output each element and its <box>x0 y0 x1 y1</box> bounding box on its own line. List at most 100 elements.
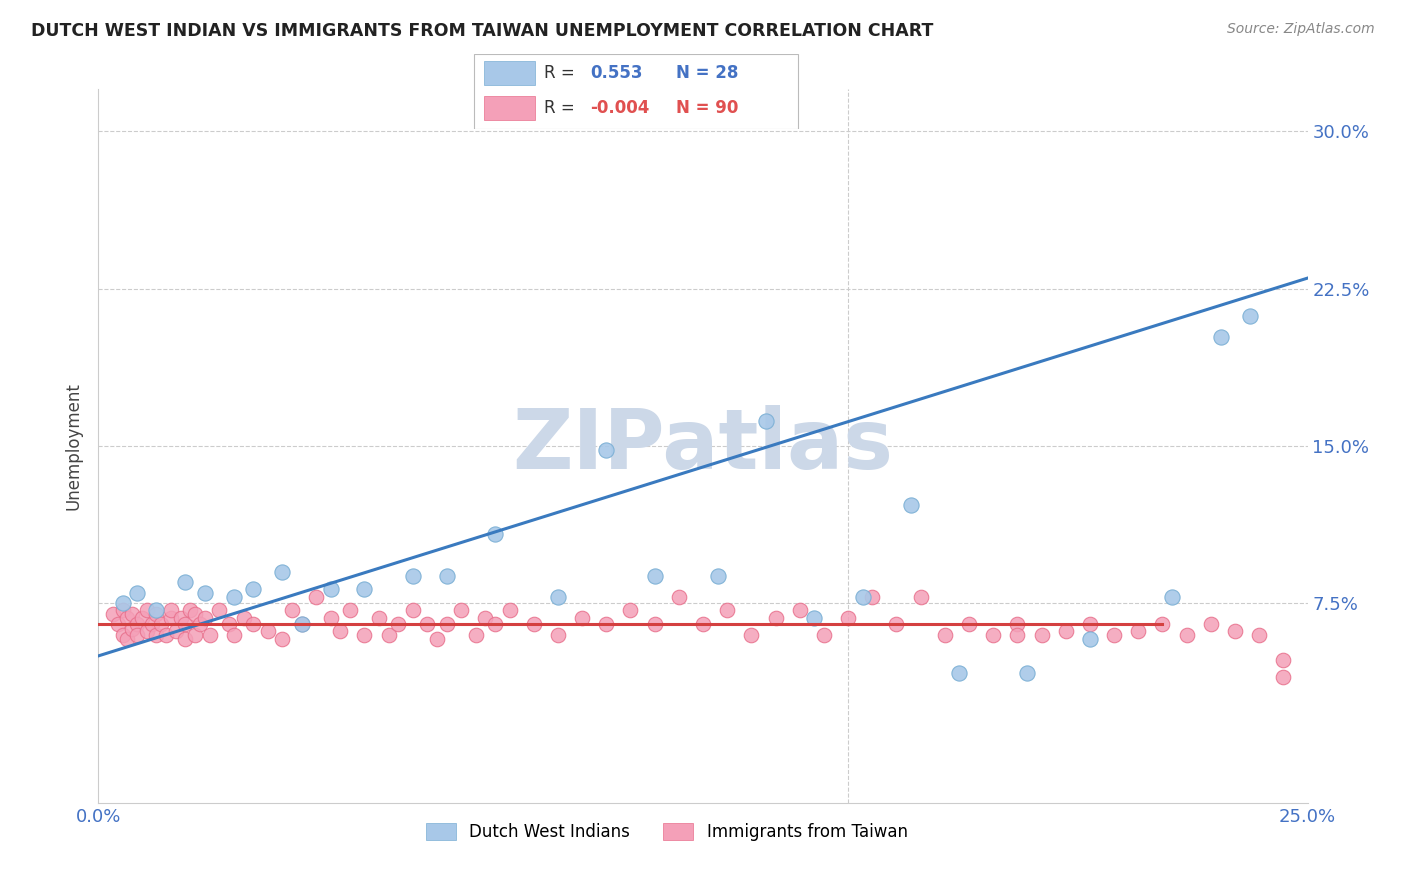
Point <box>222 628 245 642</box>
Point <box>353 628 375 642</box>
Point <box>290 617 312 632</box>
Point <box>948 665 970 680</box>
Point <box>135 624 157 638</box>
Point <box>813 628 835 642</box>
Point <box>319 611 342 625</box>
Point <box>135 603 157 617</box>
Point <box>145 628 167 642</box>
Legend: Dutch West Indians, Immigrants from Taiwan: Dutch West Indians, Immigrants from Taiw… <box>419 816 914 848</box>
Point <box>755 414 778 428</box>
Point <box>886 617 908 632</box>
Point <box>765 611 787 625</box>
Text: DUTCH WEST INDIAN VS IMMIGRANTS FROM TAIWAN UNEMPLOYMENT CORRELATION CHART: DUTCH WEST INDIAN VS IMMIGRANTS FROM TAI… <box>31 22 934 40</box>
Point <box>165 624 187 638</box>
Point <box>498 603 520 617</box>
Point <box>121 622 143 636</box>
Point <box>595 617 617 632</box>
Point <box>474 611 496 625</box>
Point <box>1054 624 1077 638</box>
Point <box>377 628 399 642</box>
Point <box>803 611 825 625</box>
Point <box>1199 617 1222 632</box>
Point <box>1272 653 1295 667</box>
Point <box>111 596 134 610</box>
Point <box>981 628 1004 642</box>
Point <box>484 617 506 632</box>
Point <box>145 607 167 621</box>
Point <box>101 607 124 621</box>
Point <box>387 617 409 632</box>
Point <box>232 611 254 625</box>
Point <box>1102 628 1125 642</box>
Point <box>117 632 139 646</box>
Point <box>184 628 207 642</box>
Point <box>402 603 425 617</box>
Point <box>1031 628 1053 642</box>
Point <box>368 611 391 625</box>
Point <box>789 603 811 617</box>
Point <box>426 632 449 646</box>
Point <box>242 582 264 596</box>
Point <box>716 603 738 617</box>
Point <box>1152 617 1174 632</box>
Point <box>174 575 197 590</box>
Point <box>107 617 129 632</box>
Point <box>271 565 294 579</box>
Point <box>1128 624 1150 638</box>
Point <box>957 617 980 632</box>
Point <box>484 527 506 541</box>
Bar <box>484 96 536 120</box>
Point <box>127 628 149 642</box>
Point <box>117 611 139 625</box>
Point <box>155 628 177 642</box>
Text: 0.553: 0.553 <box>591 64 643 82</box>
Point <box>184 607 207 621</box>
Bar <box>484 62 536 86</box>
Point <box>127 586 149 600</box>
Point <box>692 617 714 632</box>
Point <box>208 603 231 617</box>
Point <box>242 617 264 632</box>
Point <box>188 617 211 632</box>
Point <box>1007 617 1029 632</box>
Point <box>852 590 875 604</box>
Point <box>464 628 486 642</box>
Text: R =: R = <box>544 99 575 117</box>
Point <box>547 628 569 642</box>
Point <box>450 603 472 617</box>
Point <box>1078 632 1101 646</box>
Point <box>329 624 352 638</box>
Point <box>160 611 183 625</box>
Point <box>305 590 328 604</box>
Point <box>319 582 342 596</box>
Point <box>127 617 149 632</box>
Point <box>218 617 240 632</box>
Point <box>271 632 294 646</box>
Point <box>571 611 593 625</box>
Point <box>436 617 458 632</box>
Point <box>1161 590 1184 604</box>
Text: -0.004: -0.004 <box>591 99 650 117</box>
Point <box>353 582 375 596</box>
Point <box>1223 624 1246 638</box>
Text: R =: R = <box>544 64 575 82</box>
Point <box>131 611 153 625</box>
Point <box>1007 628 1029 642</box>
Point <box>281 603 304 617</box>
Point <box>900 498 922 512</box>
Point <box>644 617 666 632</box>
Point <box>740 628 762 642</box>
Point <box>595 443 617 458</box>
Point <box>174 632 197 646</box>
Point <box>179 603 201 617</box>
Point <box>1272 670 1295 684</box>
Point <box>1015 665 1038 680</box>
Text: Source: ZipAtlas.com: Source: ZipAtlas.com <box>1227 22 1375 37</box>
FancyBboxPatch shape <box>474 54 799 128</box>
Point <box>150 617 173 632</box>
Point <box>523 617 546 632</box>
Point <box>934 628 956 642</box>
Point <box>194 586 217 600</box>
Point <box>141 617 163 632</box>
Point <box>837 611 859 625</box>
